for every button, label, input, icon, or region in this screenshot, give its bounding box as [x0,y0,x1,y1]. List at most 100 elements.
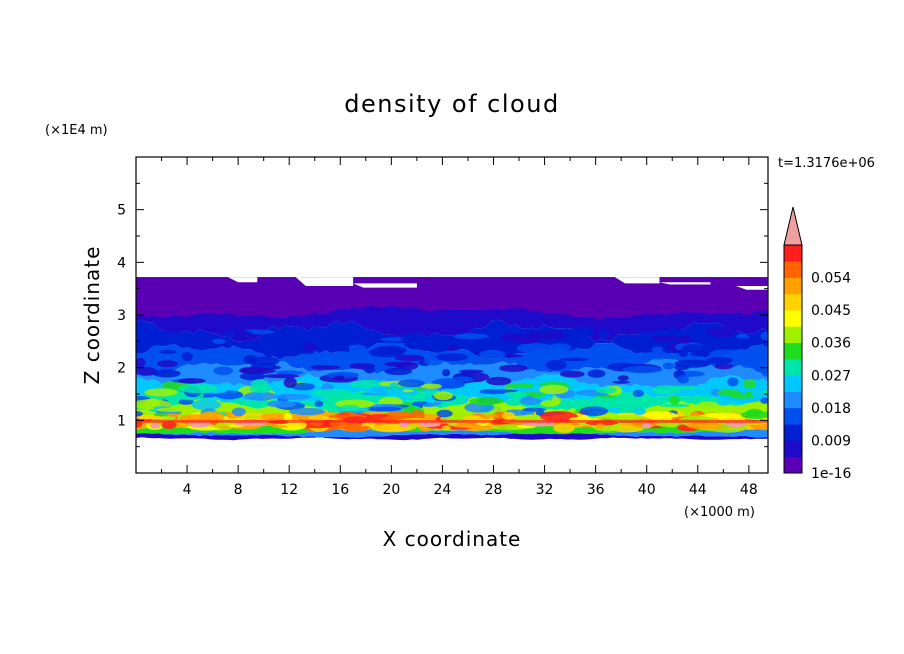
x-tick-label: 4 [183,482,192,498]
density-speckle [425,396,435,404]
density-speckle [674,359,711,368]
density-speckle [716,389,742,396]
x-axis-label: X coordinate [383,527,522,551]
density-speckle [156,360,178,368]
density-speckle [239,366,268,374]
density-speckle [677,374,689,384]
colorbar-swatch [784,440,802,458]
colorbar-label: 0.036 [811,336,851,352]
colorbar-swatch [784,424,802,441]
colorbar-swatch [784,456,802,474]
density-speckle [659,403,691,408]
density-speckle [571,327,595,337]
x-tick-label: 8 [234,482,243,498]
density-speckle [622,365,663,374]
density-speckle [273,393,312,400]
x-tick-label: 24 [434,482,452,498]
y-unit-label: (×1E4 m) [45,123,108,138]
contour-band-1 [136,429,768,438]
density-speckle [669,395,680,406]
density-speckle [178,378,206,384]
density-speckle [451,376,474,383]
density-speckle [425,342,449,353]
density-speckle [366,406,402,412]
density-speckle [181,352,193,362]
density-speckle [250,379,269,390]
density-speckle [651,334,679,343]
colorbar-swatch [784,293,802,311]
density-speckle [714,363,734,370]
density-speckle [739,357,758,369]
density-speckle [283,377,297,388]
cloud-gap [227,277,258,283]
y-tick-label: 5 [117,203,126,219]
density-speckle [548,343,571,352]
density-speckle [499,364,528,372]
density-speckle [489,329,500,337]
colorbar-swatch [784,245,802,262]
density-speckle [212,338,226,344]
peak-patch [641,422,652,429]
colorbar-label: 0.054 [811,271,851,287]
cloud-gap [659,282,711,285]
density-speckle [442,381,465,389]
density-speckle [348,344,367,354]
density-speckle [153,369,181,378]
density-field [136,277,768,441]
density-speckle [158,349,177,354]
density-speckle [600,347,613,353]
contour-band-0 [136,432,768,441]
y-tick-label: 4 [117,255,126,271]
density-speckle [433,391,453,401]
density-speckle [402,389,414,393]
density-speckle [310,364,340,370]
density-speckle [340,404,360,412]
peak-patch [399,421,410,428]
density-speckle [632,389,644,398]
x-tick-label: 36 [587,482,605,498]
density-speckle [298,350,315,355]
density-speckle [516,343,554,354]
colorbar-frame [783,244,803,474]
density-speckle [681,344,707,353]
density-speckle [272,424,288,429]
density-speckle [695,401,721,413]
density-speckle [379,342,406,346]
density-speckle [234,329,249,340]
colorbar-label: 0.045 [811,303,851,319]
x-tick-label: 40 [638,482,656,498]
density-speckle [617,396,646,405]
density-speckle [458,369,484,373]
density-speckle [596,423,605,429]
density-speckle [400,402,416,413]
x-tick-label: 28 [485,482,503,498]
density-speckle [283,413,293,422]
density-speckle [151,339,173,346]
colorbar-swatch [784,261,802,278]
density-speckle [178,398,194,405]
density-speckle [504,383,535,388]
density-speckle [232,407,246,417]
density-speckle [502,412,516,420]
density-speckle [213,366,233,376]
density-speckle [239,372,266,381]
density-speckle [539,384,569,395]
density-speckle [694,385,704,395]
density-speckle [587,369,606,378]
density-speckle [538,381,569,387]
density-speckle [464,339,479,349]
density-speckle [442,425,451,431]
density-speckle [579,406,609,417]
density-speckle [442,369,451,377]
density-speckle [469,397,505,406]
density-speckle [178,383,218,394]
density-speckle [690,351,711,357]
density-speckle [676,335,694,344]
colorbar-swatch [784,326,802,344]
density-speckle [545,359,567,371]
density-speckle [400,333,431,344]
density-speckle [752,347,768,357]
density-speckle [706,326,738,338]
